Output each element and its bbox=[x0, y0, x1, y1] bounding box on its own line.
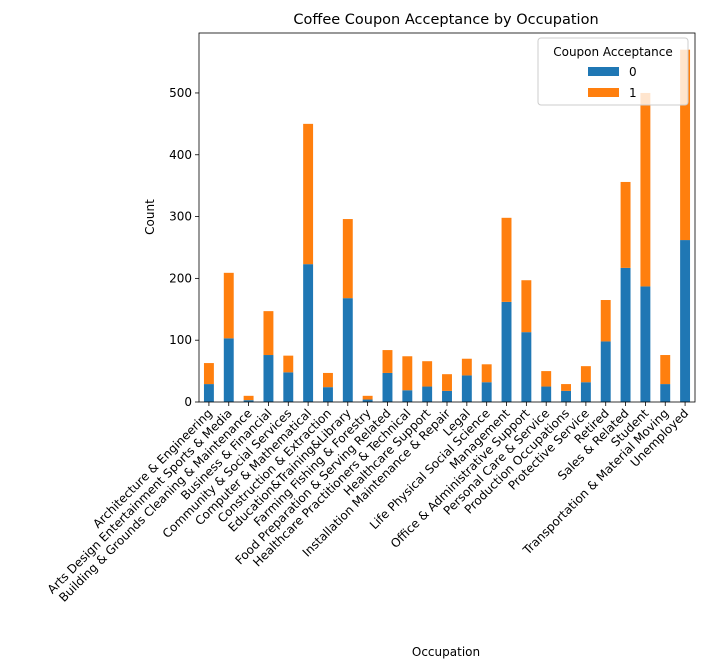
bar-series0 bbox=[203, 384, 214, 402]
y-tick-label: 200 bbox=[169, 271, 192, 285]
y-tick-label: 100 bbox=[169, 333, 192, 347]
bar-series0 bbox=[680, 240, 691, 402]
bar-series0 bbox=[580, 382, 591, 402]
y-tick-label: 400 bbox=[169, 148, 192, 162]
y-tick-label: 300 bbox=[169, 210, 192, 224]
bar-series0 bbox=[620, 267, 631, 402]
bar-series0 bbox=[640, 286, 651, 402]
plot-frame bbox=[198, 32, 696, 403]
bar-series0 bbox=[342, 298, 353, 402]
legend-label-1: 1 bbox=[629, 86, 637, 100]
bar-series0 bbox=[422, 386, 433, 402]
y-axis-title: Count bbox=[143, 199, 157, 235]
bar-series1 bbox=[442, 374, 452, 391]
bar-series1 bbox=[422, 361, 433, 387]
y-tick-label: 0 bbox=[184, 395, 192, 409]
bar-series1 bbox=[303, 123, 314, 265]
bar-series1 bbox=[600, 300, 611, 342]
bar-series1 bbox=[521, 280, 532, 333]
chart-title: Coffee Coupon Acceptance by Occupation bbox=[293, 12, 598, 28]
bar-series1 bbox=[263, 311, 274, 356]
bar-series0 bbox=[600, 341, 611, 402]
bar-series0 bbox=[402, 390, 413, 402]
bar-series1 bbox=[203, 363, 214, 385]
bar-series1 bbox=[402, 356, 413, 391]
bar-series1 bbox=[382, 350, 393, 373]
bar-series0 bbox=[561, 390, 571, 402]
x-axis-title: Occupation bbox=[412, 645, 480, 659]
bar-series0 bbox=[501, 301, 512, 402]
bar-series0 bbox=[660, 384, 671, 402]
bar-series0 bbox=[303, 264, 314, 402]
legend-title: Coupon Acceptance bbox=[553, 45, 673, 59]
bar-series0 bbox=[283, 372, 294, 402]
bar-series0 bbox=[382, 372, 393, 402]
bar-series1 bbox=[580, 366, 591, 383]
bar-series1 bbox=[660, 355, 671, 385]
bar-series1 bbox=[481, 364, 492, 383]
bar-series0 bbox=[223, 338, 234, 402]
legend: Coupon Acceptance 0 1 bbox=[537, 37, 689, 106]
bar-series1 bbox=[362, 395, 373, 400]
bar-series1 bbox=[243, 395, 254, 401]
bar-series0 bbox=[442, 390, 452, 402]
bar-series0 bbox=[263, 355, 274, 402]
bar-series1 bbox=[342, 219, 353, 299]
bar-series1 bbox=[283, 355, 294, 373]
bar-series0 bbox=[521, 332, 532, 402]
y-tick-label: 500 bbox=[169, 86, 192, 100]
legend-swatch-1 bbox=[588, 88, 619, 97]
bar-series1 bbox=[561, 384, 571, 391]
bar-series0 bbox=[461, 375, 472, 402]
bar-series0 bbox=[243, 400, 254, 402]
bars-layer bbox=[203, 49, 691, 402]
bar-series1 bbox=[461, 358, 472, 376]
bar-series1 bbox=[640, 92, 651, 287]
y-axis: 0 100 200 300 400 500 bbox=[169, 86, 199, 409]
bar-series0 bbox=[362, 399, 373, 402]
bar-series1 bbox=[223, 272, 234, 339]
bar-series1 bbox=[501, 217, 512, 302]
bar-series0 bbox=[481, 382, 492, 402]
bar-series0 bbox=[541, 386, 552, 402]
legend-swatch-0 bbox=[588, 67, 619, 76]
bar-series1 bbox=[680, 49, 691, 241]
bar-series1 bbox=[620, 181, 631, 268]
bar-series0 bbox=[323, 387, 333, 402]
legend-label-0: 0 bbox=[629, 65, 637, 79]
bar-series1 bbox=[541, 371, 552, 387]
bar-series1 bbox=[323, 372, 333, 388]
